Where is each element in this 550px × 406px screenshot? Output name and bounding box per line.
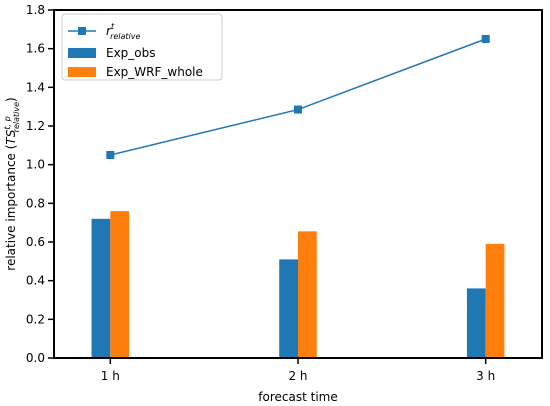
y-axis-label-ts: TS (4, 129, 18, 144)
x-axis: 1 h 2 h 3 h (101, 358, 495, 383)
legend-line-label-superscript: t (111, 22, 115, 31)
x-tick-label: 2 h (288, 369, 307, 383)
y-tick-label: 0.8 (26, 196, 45, 210)
legend-exp-obs-swatch (68, 48, 96, 58)
legend-item-exp-wrf-whole: Exp_WRF_whole (68, 65, 203, 79)
line-layer (106, 35, 490, 159)
line-marker-3 (481, 35, 490, 43)
legend-line-label-subscript: relative (110, 32, 140, 41)
bar-exp-wrf-whole-2 (298, 231, 317, 358)
legend-exp-wrf-whole-label: Exp_WRF_whole (106, 65, 203, 79)
y-axis: 0.0 0.2 0.4 0.6 0.8 1.0 1.2 1.4 1.6 1.8 (26, 3, 54, 365)
legend-exp-wrf-whole-swatch (68, 67, 96, 77)
x-axis-label: forecast time (258, 390, 337, 404)
y-tick-label: 1.4 (26, 80, 45, 94)
legend-item-line: rt relative (68, 22, 141, 41)
bar-exp-obs-3 (466, 288, 486, 358)
line-marker-1 (106, 151, 115, 159)
x-tick-label: 1 h (101, 369, 120, 383)
line-marker-2 (294, 105, 302, 114)
bar-exp-wrf-whole-3 (485, 243, 505, 358)
y-tick-label: 0.4 (26, 274, 45, 288)
legend-line-marker (78, 27, 86, 35)
y-tick-label: 0.6 (26, 235, 45, 249)
legend-exp-obs-label: Exp_obs (106, 46, 156, 60)
bar-exp-obs-2 (279, 259, 298, 358)
y-tick-label: 1.0 (26, 158, 45, 172)
y-tick-label: 1.6 (26, 42, 45, 56)
bar-exp-obs-1 (91, 218, 111, 358)
bars-layer (91, 211, 505, 358)
x-tick-label: 3 h (476, 369, 495, 383)
legend: rt relative Exp_obs Exp_WRF_whole (61, 13, 223, 81)
legend-line-label: rt relative (106, 22, 141, 41)
y-axis-label-main: relative importance ( (4, 145, 18, 271)
legend-box (61, 13, 223, 81)
y-tick-label: 1.2 (26, 119, 45, 133)
y-axis-label-close: ) (4, 97, 18, 102)
y-tick-label: 0.0 (26, 351, 45, 365)
y-tick-label: 0.2 (26, 312, 45, 326)
legend-item-exp-obs: Exp_obs (68, 46, 156, 60)
y-tick-label: 1.8 (26, 3, 45, 17)
y-axis-label-subscript: relative (12, 102, 21, 132)
legend-line-label-base: r (106, 24, 112, 38)
y-axis-label: relative importance (TSt, prelative) (3, 97, 21, 270)
y-axis-label-superscript: t, p (3, 116, 12, 129)
bar-exp-wrf-whole-1 (110, 211, 130, 358)
